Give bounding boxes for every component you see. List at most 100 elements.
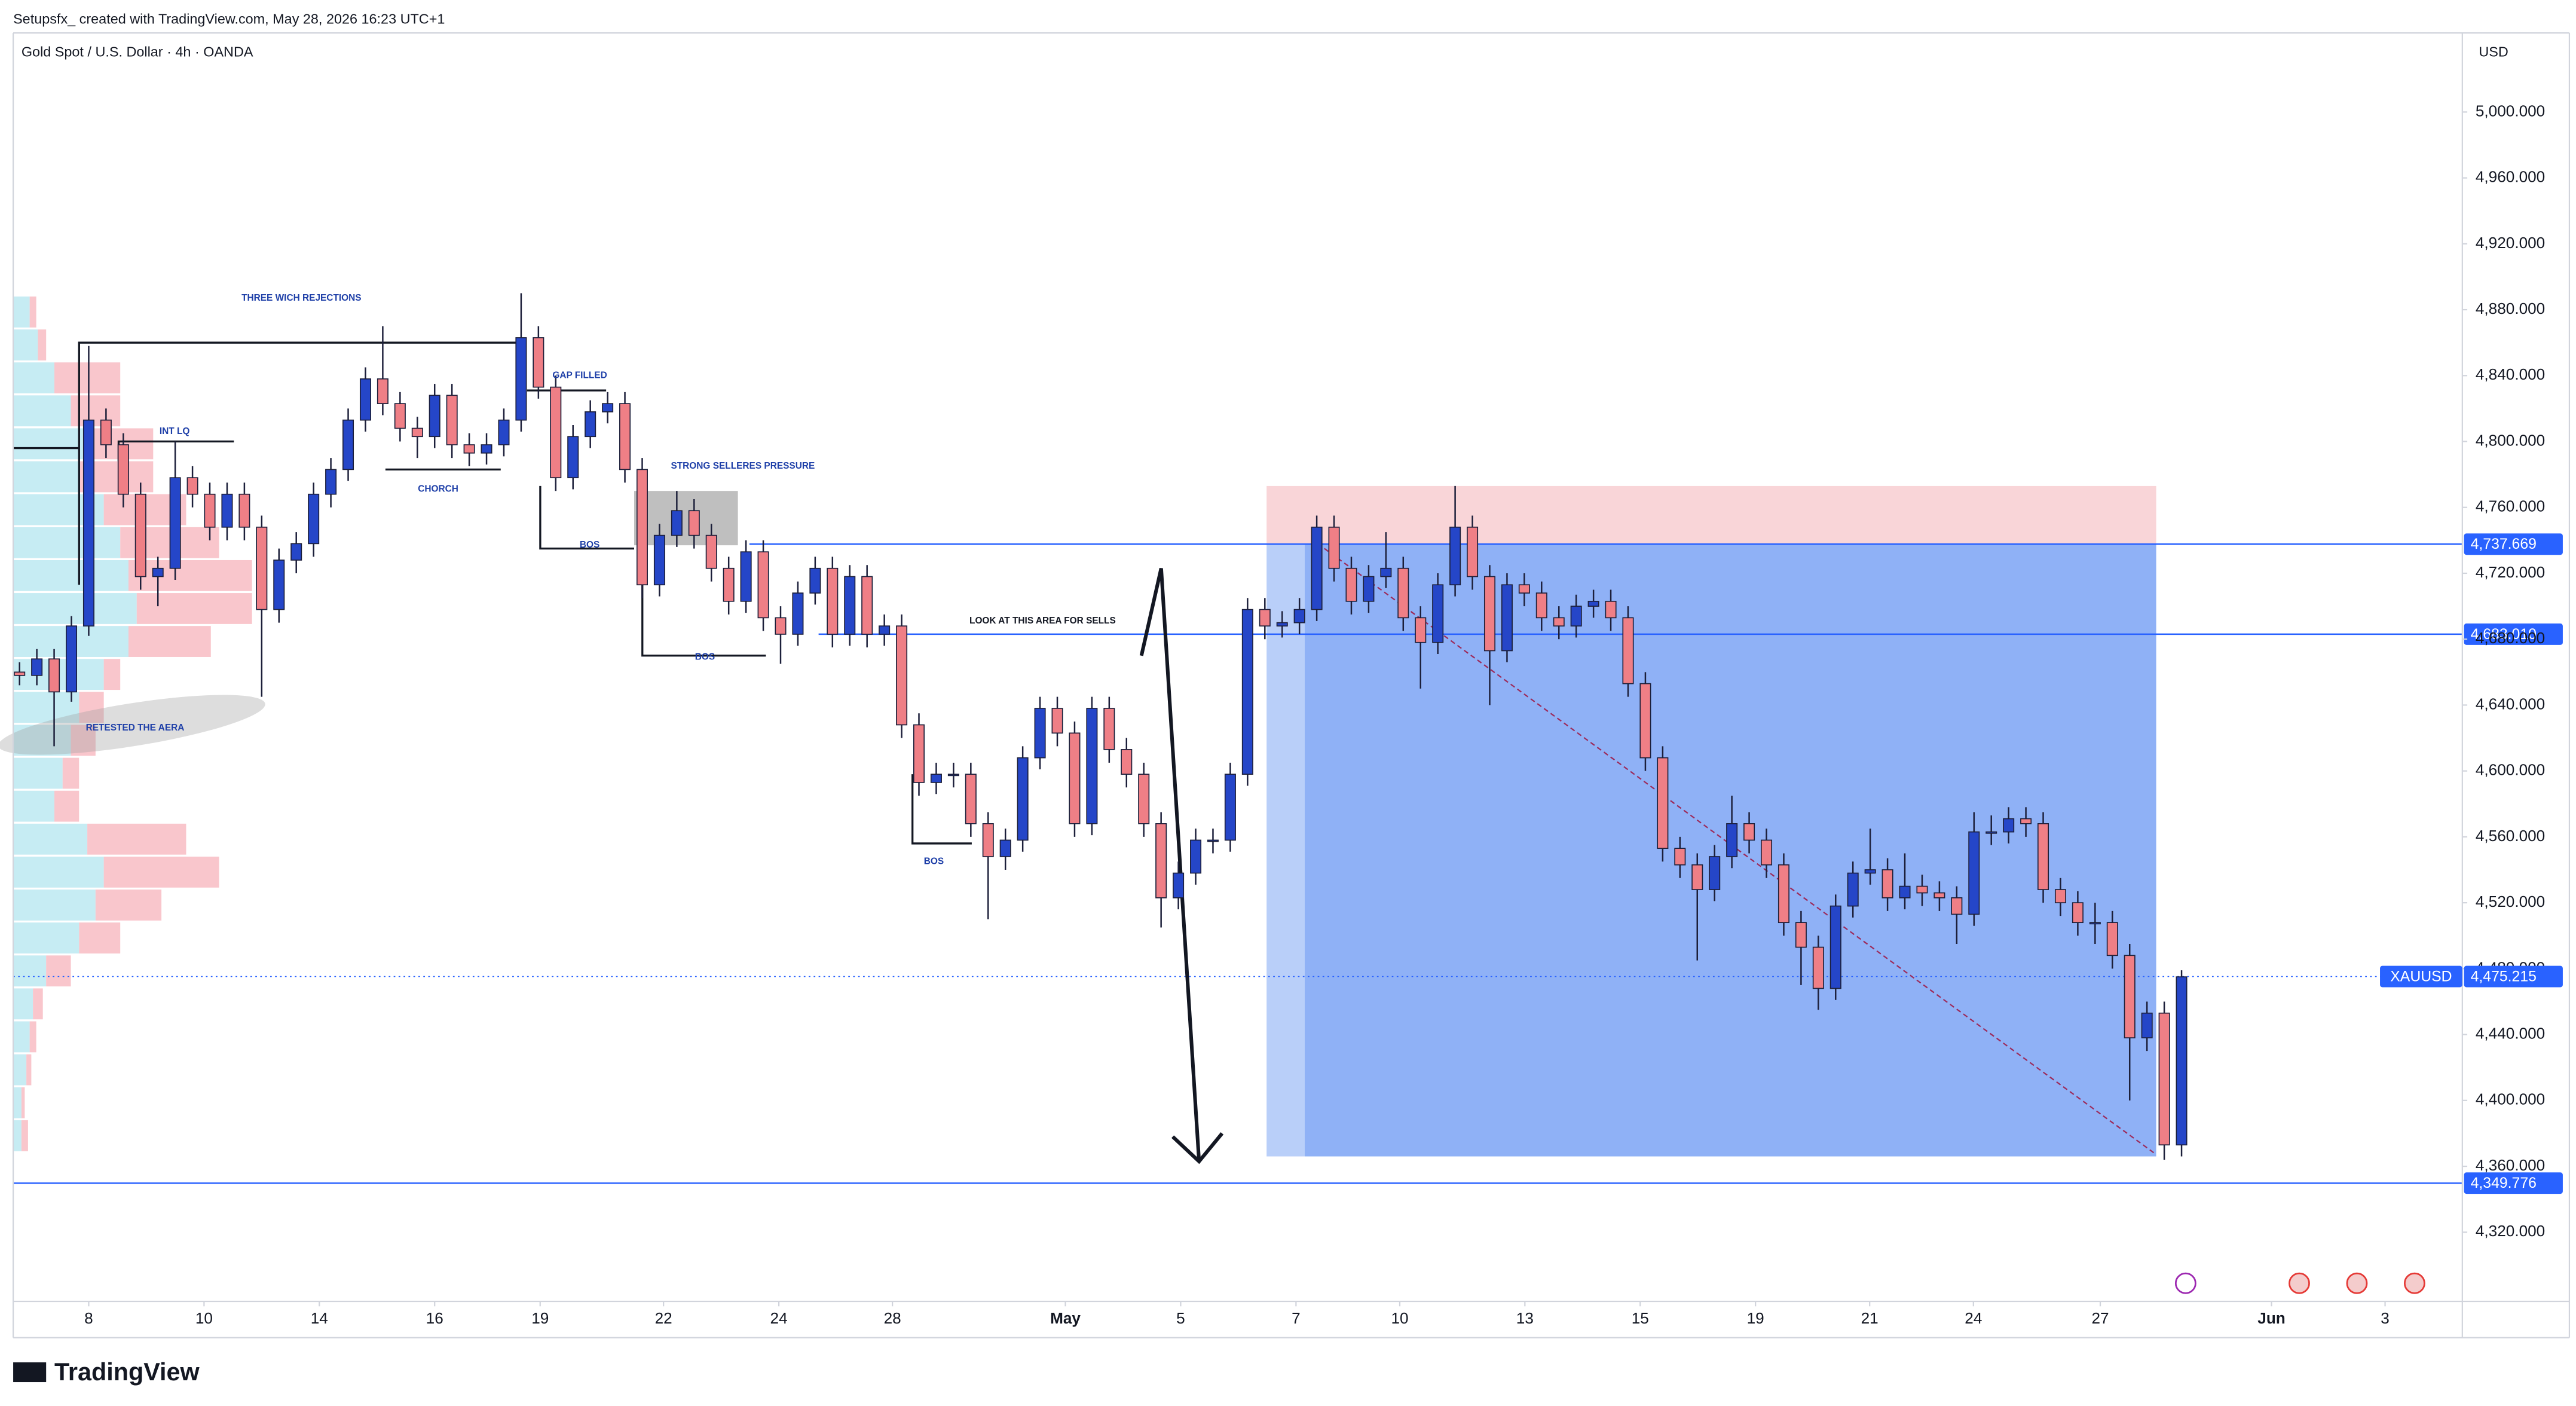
price-label-box (2464, 1172, 2563, 1194)
y-tick-label: 4,920.000 (2476, 234, 2545, 252)
profile-down (71, 725, 96, 756)
currency: USD (2479, 44, 2508, 59)
profile-down (54, 362, 121, 394)
x-tick-label: 10 (1391, 1309, 1408, 1327)
highlight-zone (634, 491, 738, 546)
candle-body (1587, 601, 1599, 607)
profile-down (79, 692, 104, 723)
y-tick-label: 5,000.000 (2476, 102, 2545, 120)
candle-body (152, 567, 164, 577)
y-tick-label: 4,440.000 (2476, 1024, 2545, 1042)
annotation: GAP FILLED (552, 370, 607, 380)
candle-body (394, 403, 406, 429)
candle-body (1570, 606, 1582, 626)
price-label-box (2464, 533, 2563, 555)
candle-body (982, 823, 994, 857)
annotation: INT LQ (160, 426, 190, 436)
candle-body (1293, 609, 1305, 623)
logo: TradingView (54, 1358, 200, 1386)
y-tick-label: 4,320.000 (2476, 1222, 2545, 1240)
profile-down (103, 856, 219, 888)
candle-body (2158, 1012, 2170, 1146)
profile-down (33, 988, 43, 1020)
arrow-head (1171, 1132, 1224, 1164)
annotation: BOS (924, 856, 944, 866)
candle-body (619, 403, 631, 470)
highlight-ellipse (0, 695, 265, 755)
y-tick-label: 4,960.000 (2476, 168, 2545, 186)
candle-body (723, 567, 735, 602)
candle-body (2003, 818, 2015, 833)
y-tick-label: 4,800.000 (2476, 431, 2545, 449)
profile-up (13, 593, 137, 624)
annotations: THREE WICH REJECTIONS INT LQ GAP FILLED STR… (86, 293, 1116, 866)
candle-body (740, 551, 752, 602)
profile-down (103, 659, 121, 690)
candle-body (1017, 757, 1029, 841)
x-tick-label: Jun (2257, 1309, 2286, 1327)
profile-up (13, 725, 71, 756)
profile-up (13, 757, 63, 789)
candle-body (757, 551, 769, 619)
y-tick-label: 4,880.000 (2476, 299, 2545, 317)
profile-up (13, 1120, 22, 1151)
candle-body (896, 625, 908, 726)
last-price-label: 4,475.215 (2471, 968, 2537, 985)
candle-body (1847, 872, 1859, 907)
last-price-box (2464, 965, 2563, 988)
logo-mark (13, 1362, 47, 1383)
candle-body (775, 617, 787, 635)
profile-down (46, 955, 71, 987)
candle-body (342, 419, 354, 470)
candle-body (1138, 774, 1150, 824)
profile-down (38, 329, 47, 360)
candle-body (82, 419, 94, 626)
profile-down (54, 790, 79, 822)
y-tick-label: 4,680.000 (2476, 629, 2545, 647)
candle-body (792, 592, 804, 635)
profile-up (13, 922, 79, 954)
profile-up (13, 692, 79, 723)
x-tick-label: 19 (1747, 1309, 1764, 1327)
x-tick-label: 22 (655, 1309, 672, 1327)
candle-body (1933, 892, 1945, 898)
candle-body (1553, 617, 1565, 626)
candle-body (169, 477, 181, 569)
arrow (1139, 568, 1201, 1162)
candle-body (1726, 823, 1738, 857)
candle-body (1691, 864, 1703, 890)
candle-body (1467, 527, 1479, 577)
candle-body (2020, 818, 2032, 824)
candle-body (602, 403, 614, 412)
profile-up (13, 1087, 22, 1118)
candle-body (100, 419, 112, 445)
candle-body (965, 774, 977, 824)
candle-body (1795, 922, 1807, 948)
event-icons (2174, 1272, 2425, 1294)
x-tick-label: 3 (2381, 1309, 2390, 1327)
candle-body (31, 658, 43, 676)
candle-body (1276, 622, 1288, 626)
candle-body (671, 510, 683, 536)
candle-body (134, 493, 146, 577)
x-tick-label: 24 (1965, 1309, 1982, 1327)
profile-down (29, 297, 36, 328)
candle-body (117, 444, 129, 495)
candle-body (1968, 831, 1980, 915)
profile-up (13, 823, 88, 855)
y-tick-label: 4,640.000 (2476, 695, 2545, 713)
candle-body (1121, 749, 1133, 775)
symbol-label: XAUUSD (2390, 968, 2452, 985)
candle-body (827, 567, 839, 635)
profile-up (13, 395, 71, 427)
candle-body (1415, 617, 1427, 643)
candle-body (1829, 905, 1841, 989)
x-tick-label: 16 (426, 1309, 443, 1327)
candle-body (1363, 576, 1375, 602)
candle-body (1709, 856, 1721, 890)
profile-up (13, 297, 30, 328)
candle-body (498, 419, 510, 445)
x-tick-label: 5 (1176, 1309, 1185, 1327)
profile-up (13, 1054, 27, 1086)
profile-up (13, 856, 104, 888)
